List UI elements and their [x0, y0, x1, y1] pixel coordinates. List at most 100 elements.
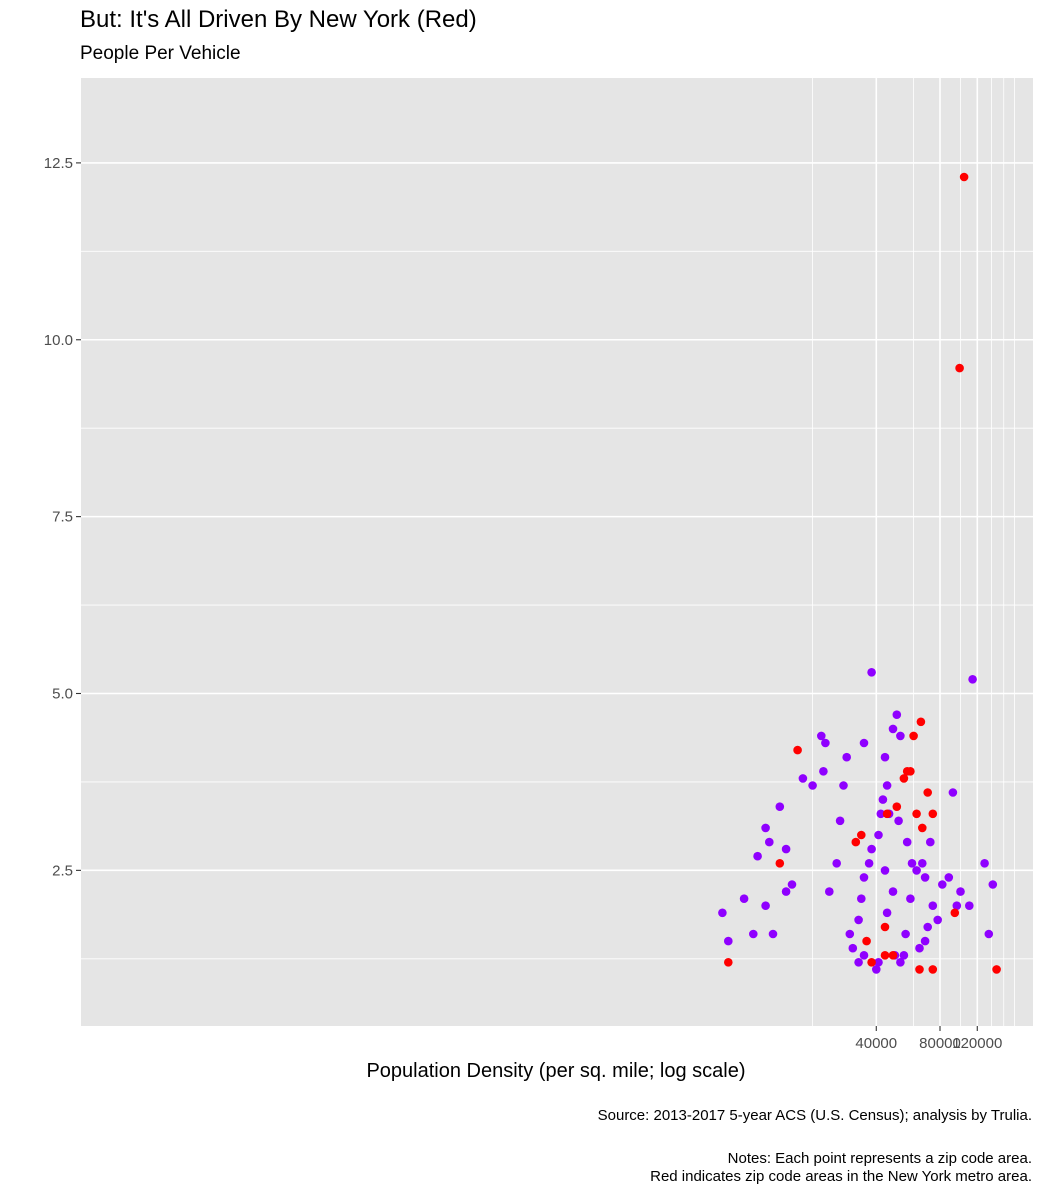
point-other	[906, 894, 915, 903]
point-other	[882, 908, 892, 918]
y-tick-label: 7.5	[52, 509, 73, 526]
x-tick-label: 40000	[855, 1035, 897, 1052]
point-other	[899, 951, 909, 960]
point-ny	[928, 809, 938, 819]
point-other	[988, 880, 998, 889]
point-ny	[928, 965, 938, 974]
point-other	[876, 809, 886, 819]
notes-line-1: Notes: Each point represents a zip code …	[727, 1150, 1032, 1167]
point-other	[888, 724, 898, 734]
point-other	[956, 887, 965, 896]
point-other	[781, 887, 791, 896]
point-other	[874, 958, 883, 967]
point-ny	[862, 936, 871, 946]
point-ny	[724, 958, 733, 967]
point-other	[768, 929, 778, 939]
point-other	[882, 781, 892, 790]
point-other	[749, 929, 758, 939]
point-other	[920, 936, 930, 946]
point-ny	[992, 965, 1001, 974]
y-tick-label: 10.0	[44, 332, 73, 349]
point-other	[821, 738, 830, 748]
point-other	[880, 752, 890, 762]
x-tick-label: 80000	[919, 1035, 961, 1052]
point-ny	[909, 731, 918, 741]
point-ny	[867, 958, 876, 967]
point-other	[854, 958, 863, 967]
point-ny	[955, 363, 964, 373]
point-other	[761, 901, 770, 910]
point-other	[892, 710, 902, 719]
point-ny	[888, 951, 898, 960]
point-other	[944, 873, 954, 882]
y-tick-label: 12.5	[44, 155, 73, 172]
point-other	[980, 859, 989, 868]
point-other	[832, 859, 841, 868]
point-other	[918, 859, 927, 868]
point-other	[938, 880, 947, 889]
point-other	[872, 965, 881, 974]
point-ny	[959, 172, 969, 182]
point-other	[880, 866, 890, 875]
point-other	[798, 774, 808, 783]
point-other	[842, 752, 851, 762]
point-ny	[882, 809, 892, 819]
point-ny	[906, 767, 915, 776]
point-other	[984, 929, 994, 939]
point-other	[835, 816, 845, 826]
point-other	[901, 929, 910, 939]
source-note: Source: 2013-2017 5-year ACS (U.S. Censu…	[597, 1107, 1032, 1124]
point-other	[753, 851, 762, 861]
point-other	[718, 908, 727, 918]
point-other	[912, 866, 921, 875]
point-other	[781, 844, 791, 854]
point-other	[787, 880, 797, 889]
point-other	[817, 731, 826, 741]
point-other	[888, 887, 898, 896]
point-other	[854, 915, 863, 925]
chart-title: But: It's All Driven By New York (Red)	[80, 6, 477, 33]
point-other	[948, 788, 958, 797]
point-ny	[793, 745, 802, 755]
point-other	[894, 816, 903, 826]
point-ny	[857, 830, 866, 840]
point-other	[808, 781, 817, 790]
y-tick-label: 2.5	[52, 862, 73, 879]
point-other	[896, 958, 905, 967]
point-other	[845, 929, 855, 939]
point-other	[857, 894, 866, 903]
point-other	[867, 844, 876, 854]
y-tick-label: 5.0	[52, 685, 73, 702]
point-ny	[880, 951, 890, 960]
point-ny	[918, 823, 927, 833]
x-tick-label: 120000	[952, 1035, 1002, 1052]
point-other	[902, 837, 912, 847]
point-other	[775, 802, 785, 811]
point-ny	[915, 965, 924, 974]
point-ny	[899, 774, 909, 783]
point-ny	[775, 859, 785, 868]
point-other	[928, 901, 938, 910]
point-other	[878, 795, 888, 804]
point-other	[765, 837, 774, 847]
point-other	[859, 873, 869, 882]
grid-major	[81, 78, 1033, 1026]
point-other	[920, 873, 930, 882]
point-other	[952, 901, 962, 910]
point-ny	[923, 788, 932, 797]
point-ny	[880, 922, 890, 932]
point-other	[724, 936, 733, 946]
point-other	[761, 823, 770, 833]
point-other	[896, 731, 905, 741]
point-ny	[916, 717, 926, 727]
grid-minor	[81, 78, 1033, 1026]
plot-panel	[81, 78, 1033, 1026]
point-other	[907, 859, 917, 868]
point-ny	[892, 802, 902, 811]
point-other	[933, 915, 942, 925]
point-other	[915, 943, 924, 953]
points-other	[718, 668, 998, 974]
point-other	[923, 922, 932, 932]
point-other	[965, 901, 974, 910]
